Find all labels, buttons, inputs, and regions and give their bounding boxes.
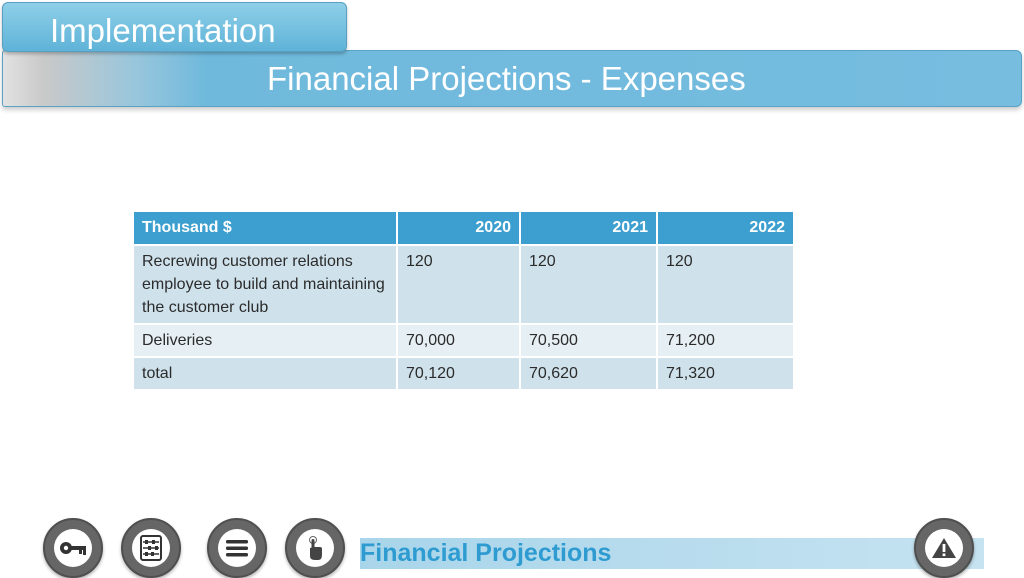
cell-value: 120 [520,245,658,325]
key-button[interactable] [43,518,103,578]
expenses-table: Thousand $ 2020 2021 2022 Recrewing cust… [134,212,795,391]
table-row: Recrewing customer relations employee to… [134,245,795,325]
column-header-unit: Thousand $ [134,212,398,246]
footer-label: Financial Projections [360,539,612,567]
table-header-row: Thousand $ 2020 2021 2022 [134,212,795,246]
section-label: Implementation [50,12,276,49]
hand-pointer-icon [296,529,334,567]
cell-value: 70,000 [397,324,521,358]
table-row: total 70,120 70,620 71,320 [134,357,795,391]
page-title: Financial Projections - Expenses [267,60,746,97]
menu-button[interactable] [207,518,267,578]
abacus-icon [132,529,170,567]
touch-button[interactable] [285,518,345,578]
menu-icon [218,529,256,567]
column-header-2021: 2021 [520,212,658,246]
column-header-2022: 2022 [657,212,795,246]
row-label: Recrewing customer relations employee to… [134,245,398,325]
key-icon [54,529,92,567]
section-tab: Implementation [2,2,347,52]
warning-icon [925,529,963,567]
cell-value: 71,320 [657,357,795,391]
cell-value: 70,120 [397,357,521,391]
cell-value: 120 [397,245,521,325]
footer-bar: Financial Projections [360,538,984,569]
column-header-2020: 2020 [397,212,521,246]
table-row: Deliveries 70,000 70,500 71,200 [134,324,795,358]
row-label: Deliveries [134,324,398,358]
title-bar: Financial Projections - Expenses [2,50,1022,107]
row-label: total [134,357,398,391]
calculator-button[interactable] [121,518,181,578]
warning-button[interactable] [914,518,974,578]
cell-value: 71,200 [657,324,795,358]
cell-value: 70,500 [520,324,658,358]
cell-value: 120 [657,245,795,325]
cell-value: 70,620 [520,357,658,391]
